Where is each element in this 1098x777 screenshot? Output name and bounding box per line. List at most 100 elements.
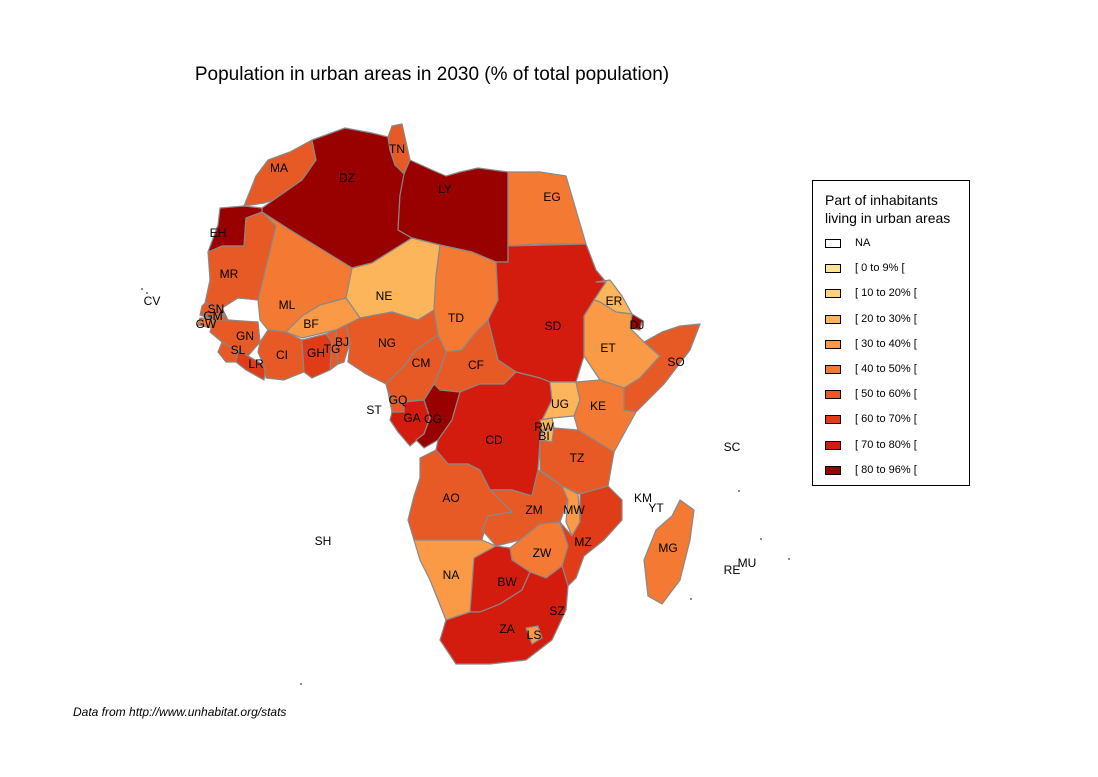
- country-label-mg: MG: [658, 541, 677, 555]
- country-label-eh: EH: [210, 226, 227, 240]
- country-label-bw: BW: [497, 575, 517, 589]
- country-label-gw: GW: [196, 317, 217, 331]
- island-speck: [738, 490, 740, 492]
- country-label-re: RE: [724, 563, 741, 577]
- island-speck: [690, 598, 692, 600]
- island-speck: [141, 288, 143, 290]
- country-ls: [525, 625, 543, 645]
- data-source-note: Data from http://www.unhabitat.org/stats: [73, 705, 287, 719]
- legend-swatch: [825, 440, 841, 450]
- country-so: [623, 323, 701, 413]
- legend: Part of inhabitants living in urban area…: [812, 180, 970, 486]
- country-label-za: ZA: [499, 622, 514, 636]
- country-label-gq: GQ: [389, 393, 408, 407]
- legend-title-line1: Part of inhabitants: [825, 192, 938, 208]
- island-speck: [760, 538, 762, 540]
- legend-swatch: [825, 314, 841, 324]
- country-label-ma: MA: [270, 161, 288, 175]
- country-mz: [559, 485, 623, 587]
- legend-swatch: [825, 365, 841, 374]
- country-bj: [335, 324, 351, 365]
- country-label-zm: ZM: [525, 503, 542, 517]
- country-label-st: ST: [366, 403, 382, 417]
- country-label-na: NA: [443, 568, 460, 582]
- country-label-et: ET: [600, 341, 616, 355]
- legend-title: Part of inhabitants living in urban area…: [825, 191, 950, 227]
- country-label-zw: ZW: [533, 546, 552, 560]
- country-label-lr: LR: [248, 357, 264, 371]
- country-label-ke: KE: [590, 399, 606, 413]
- country-label-cg: CG: [424, 412, 442, 426]
- country-label-bi: BI: [538, 429, 549, 443]
- legend-label: [ 20 to 30% [: [855, 312, 917, 325]
- country-ke: [573, 379, 637, 453]
- legend-label: [ 30 to 40% [: [855, 337, 917, 350]
- legend-label: [ 80 to 96% [: [855, 463, 917, 476]
- country-lr: [235, 349, 267, 381]
- country-eg: [507, 171, 587, 247]
- island-speck: [788, 558, 790, 560]
- country-label-sz: SZ: [549, 604, 564, 618]
- country-label-bf: BF: [303, 317, 318, 331]
- legend-swatch: [825, 264, 841, 274]
- country-label-sc: SC: [724, 440, 741, 454]
- country-label-bj: BJ: [335, 335, 349, 349]
- legend-label: [ 60 to 70% [: [855, 413, 917, 426]
- country-label-tn: TN: [389, 142, 405, 156]
- country-label-mz: MZ: [574, 535, 591, 549]
- country-label-cv: CV: [144, 294, 161, 308]
- country-label-cm: CM: [412, 356, 431, 370]
- country-label-ug: UG: [551, 397, 569, 411]
- map-title: Population in urban areas in 2030 (% of …: [194, 64, 670, 85]
- country-label-dj: DJ: [630, 318, 645, 332]
- legend-swatch: [825, 390, 841, 400]
- legend-label: [ 10 to 20% [: [855, 287, 917, 300]
- legend-swatch: [825, 289, 841, 299]
- country-label-ly: LY: [438, 182, 452, 196]
- country-label-mr: MR: [220, 267, 239, 281]
- country-label-mw: MW: [563, 503, 585, 517]
- country-label-cd: CD: [485, 433, 503, 447]
- country-label-rw: RW: [534, 420, 554, 434]
- country-label-sn: SN: [208, 302, 225, 316]
- country-label-yt: YT: [648, 501, 664, 515]
- country-label-cf: CF: [468, 358, 484, 372]
- country-label-sd: SD: [545, 319, 562, 333]
- country-label-ga: GA: [403, 411, 420, 425]
- country-label-km: KM: [634, 491, 652, 505]
- legend-label: [ 50 to 60% [: [855, 388, 917, 401]
- island-speck: [146, 292, 148, 294]
- country-mg: [643, 499, 695, 605]
- legend-swatch: [825, 239, 841, 248]
- country-label-gm: GM: [203, 309, 222, 323]
- legend-label: [ 40 to 50% [: [855, 363, 917, 375]
- country-tg: [325, 329, 339, 371]
- country-label-sh: SH: [315, 534, 332, 548]
- country-ci: [257, 329, 305, 381]
- country-label-td: TD: [448, 311, 464, 325]
- country-label-ng: NG: [378, 336, 396, 350]
- legend-label: NA: [855, 237, 871, 249]
- country-label-ne: NE: [376, 289, 393, 303]
- country-sl: [217, 341, 239, 363]
- country-label-ml: ML: [279, 298, 296, 312]
- legend-swatch: [825, 339, 841, 349]
- country-label-so: SO: [667, 355, 684, 369]
- country-label-dz: DZ: [339, 171, 355, 185]
- country-label-sl: SL: [231, 343, 246, 357]
- country-bf: [285, 297, 361, 339]
- country-gm: [203, 312, 225, 318]
- country-label-tz: TZ: [570, 451, 585, 465]
- country-label-eg: EG: [543, 190, 560, 204]
- country-label-gn: GN: [236, 329, 254, 343]
- island-speck: [300, 683, 302, 685]
- legend-swatch: [825, 465, 841, 475]
- country-label-mu: MU: [738, 556, 757, 570]
- country-label-er: ER: [606, 294, 623, 308]
- country-label-ls: LS: [527, 628, 542, 642]
- legend-swatch: [825, 415, 841, 425]
- legend-label: [ 70 to 80% [: [855, 438, 917, 451]
- legend-title-line2: living in urban areas: [825, 210, 951, 226]
